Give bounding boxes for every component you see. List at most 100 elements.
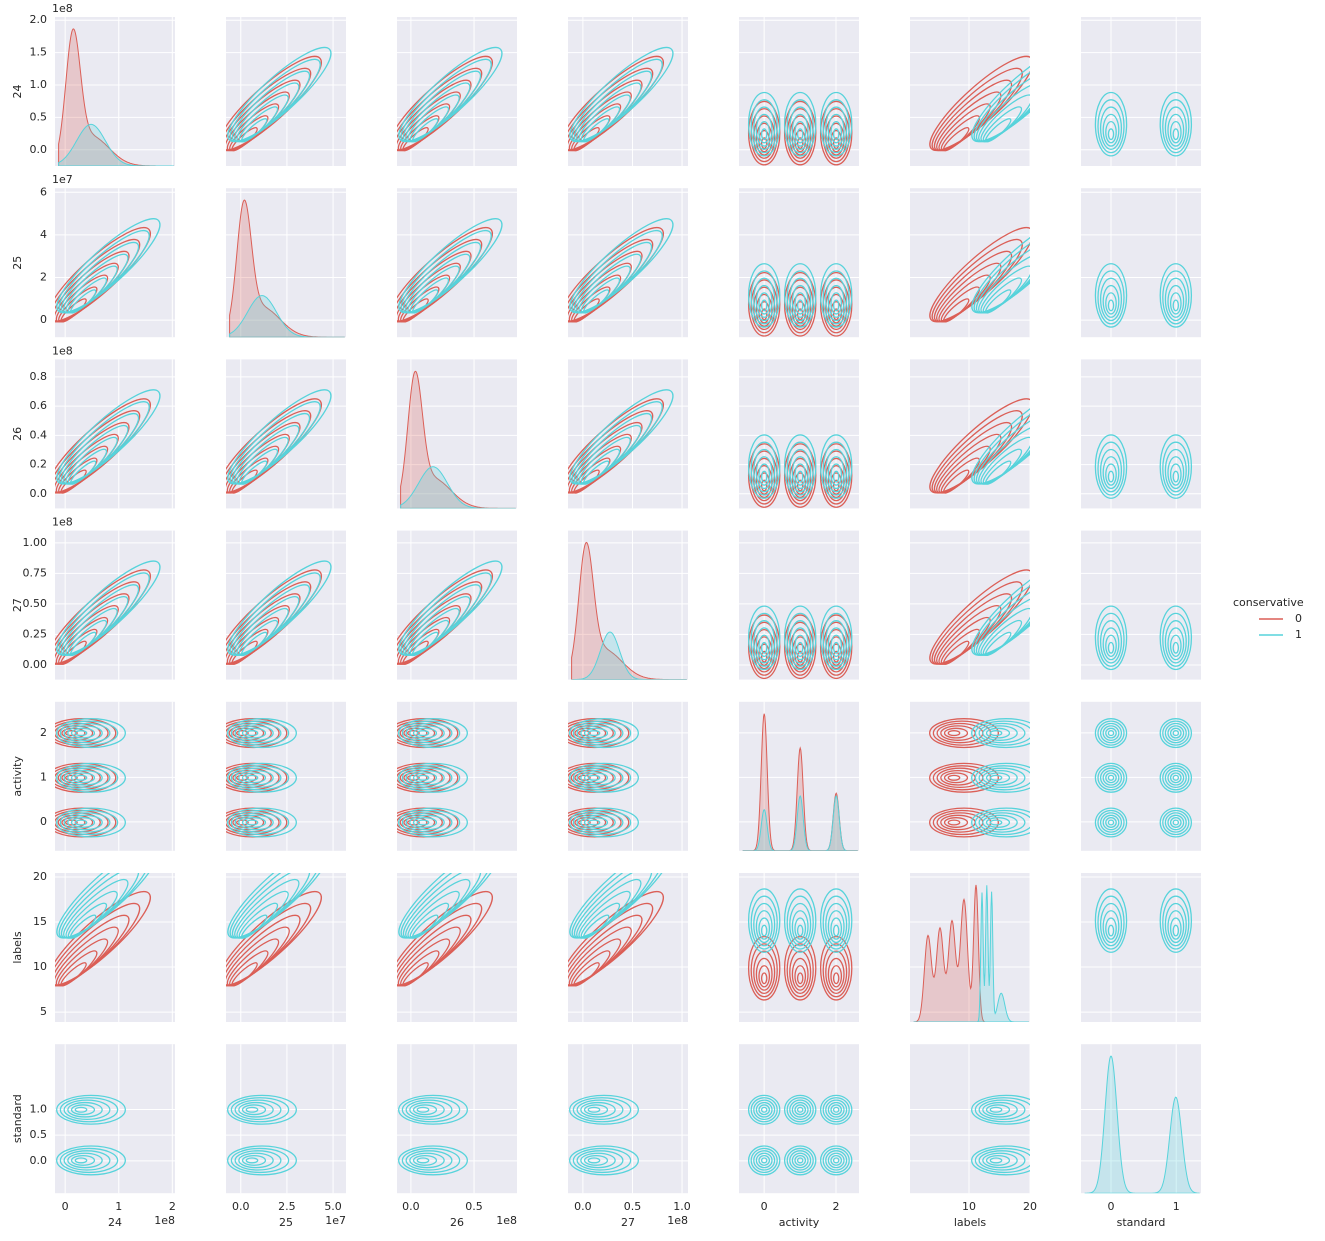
kde-contour [978, 812, 1026, 833]
kde-contour [55, 809, 109, 836]
kde-contour [583, 727, 609, 739]
kde-contour [241, 817, 267, 828]
kde-contour [580, 1152, 616, 1169]
kde-contour [1099, 106, 1123, 150]
x-tick-label: 0.0 [574, 1200, 592, 1213]
kde-contour [982, 725, 1018, 741]
kde-contour [1159, 434, 1193, 499]
kde-contour [832, 972, 840, 985]
panel-background [1081, 1044, 1201, 1194]
kde-contour [412, 772, 438, 784]
kde-contour [760, 650, 768, 663]
kde-contour [226, 720, 280, 746]
x-axis-label: 24 [108, 1216, 122, 1229]
kde-contour [401, 1147, 461, 1174]
kde-contour [830, 1104, 843, 1116]
kde-contour [1094, 91, 1128, 157]
kde-contour [234, 812, 282, 833]
kde-contour [783, 888, 817, 953]
y-tick-label: 20 [33, 870, 47, 883]
kde-contour [978, 1150, 1026, 1171]
density-plot [571, 541, 687, 680]
kde-contour [760, 479, 768, 492]
kde-contour [578, 774, 591, 781]
kde-contour [407, 819, 420, 826]
density-plot [55, 873, 161, 987]
kde-contour [786, 108, 814, 163]
kde-contour [398, 807, 468, 838]
kde-contour [236, 730, 249, 737]
kde-contour [57, 769, 94, 786]
legend-label: 0 [1295, 612, 1302, 625]
kde-contour [241, 1104, 267, 1116]
kde-contour [236, 819, 249, 826]
kde-contour [827, 636, 845, 670]
kde-contour [401, 720, 461, 746]
kde-contour [398, 1094, 468, 1125]
kde-contour [1169, 817, 1182, 828]
panel [226, 188, 346, 338]
x-axis-label: activity [779, 1216, 820, 1229]
panel-background [55, 17, 175, 166]
kde-contour [580, 725, 616, 741]
kde-contour [822, 450, 850, 505]
kde-contour [822, 99, 850, 154]
kde-contour [971, 218, 1030, 314]
y-tick-label: 0 [40, 313, 47, 326]
kde-contour [1159, 718, 1193, 749]
y-axis-label: standard [11, 1094, 24, 1143]
kde-contour [409, 1152, 445, 1169]
kde-contour [758, 917, 771, 940]
kde-contour [786, 441, 814, 496]
kde-contour [70, 1154, 96, 1166]
panel [226, 17, 346, 166]
kde-contour [758, 120, 771, 144]
kde-contour [747, 1145, 781, 1176]
kde-contour [405, 1099, 453, 1121]
kde-contour [1172, 730, 1180, 737]
density-plot [227, 1094, 297, 1176]
kde-contour [794, 1104, 807, 1116]
kde-area [913, 885, 1029, 1022]
kde-contour [1169, 917, 1182, 940]
panel [397, 873, 517, 1022]
kde-contour [750, 99, 778, 154]
kde-contour [753, 950, 776, 995]
kde-contour [755, 465, 773, 499]
density-plot [397, 46, 503, 152]
kde-contour [985, 1154, 1011, 1166]
kde-contour [568, 809, 622, 836]
kde-contour [227, 807, 297, 838]
kde-area [400, 466, 516, 509]
kde-contour [791, 113, 809, 147]
kde-contour [753, 1150, 776, 1171]
kde-contour [791, 1101, 809, 1118]
kde-contour [825, 448, 848, 493]
kde-contour [1105, 817, 1117, 828]
kde-contour [70, 772, 96, 784]
panel [55, 188, 175, 338]
y-tick-label: 0.25 [23, 627, 48, 640]
kde-contour [405, 722, 453, 744]
kde-contour [70, 727, 96, 739]
kde-contour [587, 774, 601, 781]
kde-contour [55, 720, 109, 746]
y-tick-label: 1 [40, 770, 47, 783]
kde-contour [226, 765, 280, 791]
kde-contour [783, 1145, 817, 1176]
panel [226, 701, 346, 851]
kde-contour [245, 819, 259, 826]
density-plot [1094, 91, 1193, 157]
kde-contour [227, 560, 332, 656]
kde-contour [832, 641, 840, 654]
y-axis-label: activity [11, 756, 24, 797]
kde-contour [832, 128, 840, 141]
density-plot [400, 370, 516, 509]
density-plot [55, 560, 161, 665]
kde-contour [228, 769, 265, 786]
kde-contour [234, 722, 282, 744]
kde-contour [947, 819, 961, 826]
kde-contour [70, 817, 96, 828]
kde-contour [405, 812, 453, 833]
